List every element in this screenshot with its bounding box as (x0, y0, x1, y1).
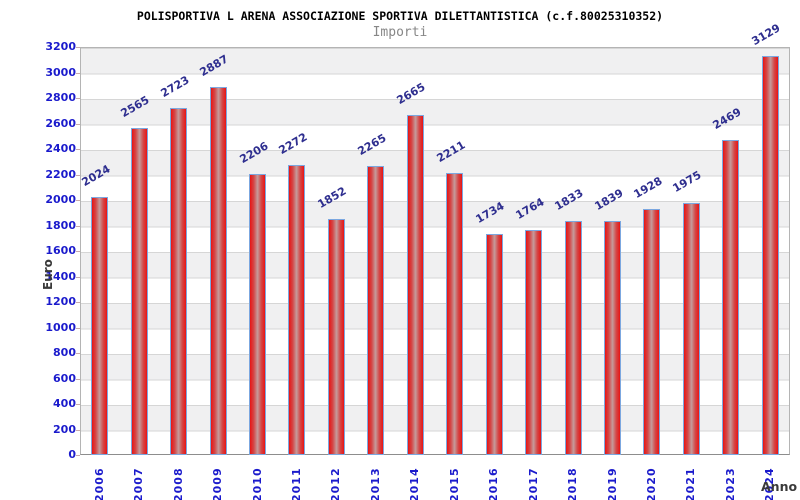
y-tick-label: 2400 (45, 142, 76, 155)
x-tick-label: 2018 (566, 467, 579, 500)
x-tick-label: 2015 (448, 467, 461, 500)
y-tick-mark (76, 404, 80, 405)
x-tick-label: 2021 (684, 467, 697, 500)
x-axis-title: Anno (761, 479, 798, 494)
chart-subtitle: Importi (372, 25, 428, 40)
y-tick-label: 1400 (45, 269, 76, 283)
bar-2019 (604, 221, 621, 455)
bar-2016 (486, 234, 503, 455)
y-tick-mark (76, 226, 80, 227)
bar-2007 (131, 128, 148, 455)
y-tick-label: 1800 (45, 218, 76, 232)
x-tick-label: 2006 (93, 467, 106, 500)
y-tick-mark (76, 353, 80, 354)
y-tick-label: 0 (68, 448, 76, 461)
y-tick-label: 600 (53, 371, 76, 385)
y-tick-label: 2200 (45, 167, 76, 181)
bar-2008 (170, 108, 187, 455)
y-tick-label: 800 (53, 346, 76, 359)
y-tick-label: 3000 (45, 65, 76, 79)
y-tick-mark (76, 302, 80, 303)
y-tick-label: 1200 (45, 295, 76, 308)
y-tick-label: 2800 (45, 91, 76, 104)
y-tick-label: 1000 (45, 320, 76, 334)
y-tick-mark (76, 98, 80, 99)
x-tick-label: 2014 (408, 467, 421, 500)
y-tick-mark (76, 277, 80, 278)
x-tick-label: 2023 (724, 467, 737, 500)
bar-2013 (367, 166, 384, 455)
y-tick-label: 3200 (45, 40, 76, 53)
x-tick-label: 2009 (211, 467, 224, 500)
bar-2020 (643, 209, 660, 455)
y-tick-label: 200 (53, 422, 76, 436)
x-tick-label: 2012 (329, 467, 342, 500)
y-tick-mark (76, 200, 80, 201)
y-tick-mark (76, 73, 80, 74)
y-tick-mark (76, 430, 80, 431)
bar-2006 (91, 197, 108, 455)
y-tick-mark (76, 379, 80, 380)
y-tick-mark (76, 251, 80, 252)
x-tick-label: 2020 (645, 467, 658, 500)
bar-2011 (288, 165, 305, 455)
bar-2024 (762, 56, 779, 455)
x-tick-label: 2017 (527, 467, 540, 500)
y-tick-mark (76, 455, 80, 456)
y-tick-mark (76, 47, 80, 48)
y-tick-mark (76, 149, 80, 150)
x-tick-label: 2010 (251, 467, 264, 500)
bar-2009 (210, 87, 227, 455)
chart-title: POLISPORTIVA L ARENA ASSOCIAZIONE SPORTI… (136, 9, 664, 23)
bar-2023 (722, 140, 739, 455)
x-tick-label: 2016 (487, 467, 500, 500)
bar-2015 (446, 173, 463, 455)
y-tick-mark (76, 124, 80, 125)
y-tick-label: 1600 (45, 244, 76, 257)
bar-2014 (407, 115, 424, 455)
x-tick-label: 2007 (132, 467, 145, 500)
plot-area (80, 47, 790, 455)
x-tick-label: 2013 (369, 467, 382, 500)
x-tick-label: 2019 (606, 467, 619, 500)
y-tick-label: 2000 (45, 193, 76, 206)
x-tick-label: 2008 (172, 467, 185, 500)
bar-2017 (525, 230, 542, 455)
y-tick-mark (76, 175, 80, 176)
x-tick-label: 2011 (290, 467, 303, 500)
y-tick-label: 2600 (45, 116, 76, 130)
bar-2010 (249, 174, 266, 455)
y-tick-label: 400 (53, 397, 76, 410)
y-axis-title: Euro (41, 259, 55, 290)
bar-2018 (565, 221, 582, 455)
bar-2021 (683, 203, 700, 455)
y-tick-mark (76, 328, 80, 329)
bar-2012 (328, 219, 345, 455)
